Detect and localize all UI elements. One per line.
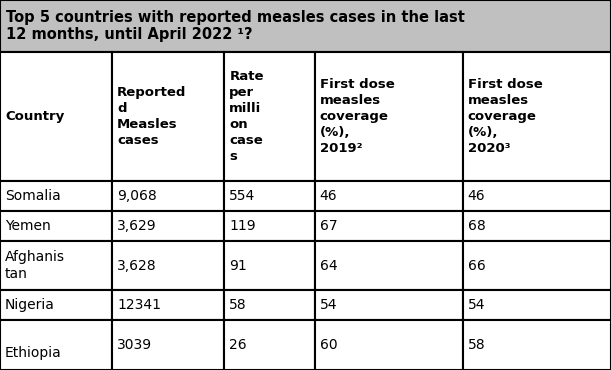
Text: Rate
per
milli
on
case
s: Rate per milli on case s — [229, 70, 264, 163]
Text: 26: 26 — [229, 338, 247, 352]
Bar — [224, 241, 315, 290]
Text: 60: 60 — [320, 338, 337, 352]
Bar — [224, 211, 315, 241]
Text: 68: 68 — [468, 219, 486, 233]
Text: 66: 66 — [468, 259, 486, 273]
Text: Nigeria: Nigeria — [5, 298, 55, 312]
Text: 3,629: 3,629 — [117, 219, 157, 233]
Text: 46: 46 — [320, 189, 337, 203]
Text: Reported
d
Measles
cases: Reported d Measles cases — [117, 86, 186, 147]
Bar — [224, 181, 315, 211]
Bar — [224, 52, 315, 181]
Text: Yemen: Yemen — [5, 219, 51, 233]
Text: 91: 91 — [229, 259, 247, 273]
Bar — [315, 290, 463, 320]
Bar — [315, 181, 463, 211]
Text: 67: 67 — [320, 219, 337, 233]
Text: 54: 54 — [468, 298, 485, 312]
Text: Afghanis
tan: Afghanis tan — [5, 250, 65, 281]
Bar — [0, 181, 112, 211]
Bar — [463, 52, 611, 181]
Text: 58: 58 — [468, 338, 485, 352]
Text: Somalia: Somalia — [5, 189, 60, 203]
Bar — [224, 290, 315, 320]
Text: First dose
measles
coverage
(%),
2019²: First dose measles coverage (%), 2019² — [320, 78, 394, 155]
Bar — [0, 0, 611, 52]
Bar — [0, 52, 112, 181]
Text: 119: 119 — [229, 219, 256, 233]
Bar — [0, 241, 112, 290]
Text: First dose
measles
coverage
(%),
2020³: First dose measles coverage (%), 2020³ — [468, 78, 543, 155]
Bar — [463, 290, 611, 320]
Bar — [463, 211, 611, 241]
Text: Country: Country — [5, 110, 64, 123]
Text: 3,628: 3,628 — [117, 259, 157, 273]
Bar — [112, 211, 224, 241]
Bar — [463, 241, 611, 290]
Bar — [112, 52, 224, 181]
Bar — [0, 320, 112, 370]
Bar — [315, 52, 463, 181]
Text: Top 5 countries with reported measles cases in the last
12 months, until April 2: Top 5 countries with reported measles ca… — [6, 10, 465, 42]
Text: 12341: 12341 — [117, 298, 161, 312]
Bar — [112, 320, 224, 370]
Text: Ethiopia: Ethiopia — [5, 330, 62, 360]
Text: 554: 554 — [229, 189, 255, 203]
Text: 9,068: 9,068 — [117, 189, 157, 203]
Text: 54: 54 — [320, 298, 337, 312]
Text: 46: 46 — [468, 189, 485, 203]
Bar — [0, 290, 112, 320]
Bar — [224, 320, 315, 370]
Bar — [463, 320, 611, 370]
Bar — [112, 241, 224, 290]
Bar — [0, 211, 112, 241]
Bar — [112, 290, 224, 320]
Bar — [315, 211, 463, 241]
Bar — [315, 320, 463, 370]
Bar — [315, 241, 463, 290]
Text: 58: 58 — [229, 298, 247, 312]
Text: 3039: 3039 — [117, 338, 152, 352]
Bar — [463, 181, 611, 211]
Text: 64: 64 — [320, 259, 337, 273]
Bar — [112, 181, 224, 211]
